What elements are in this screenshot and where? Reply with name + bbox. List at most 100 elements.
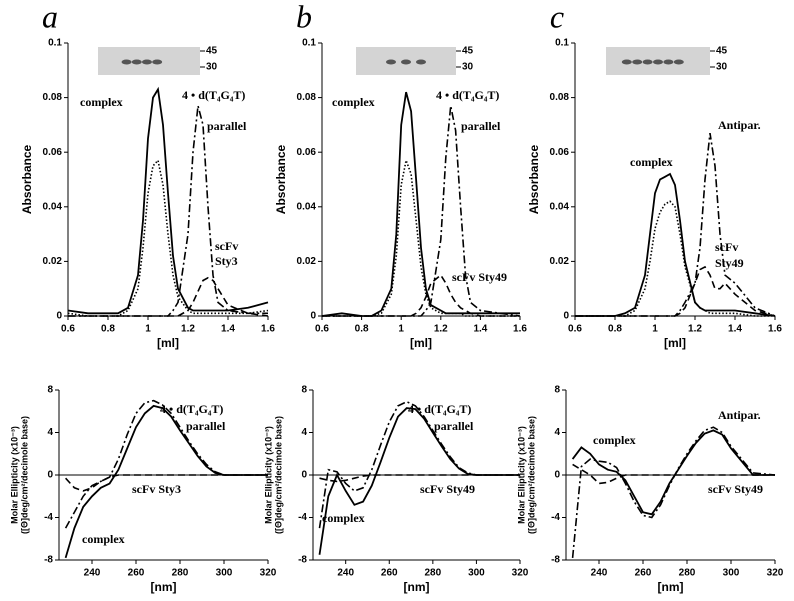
data-line xyxy=(68,105,268,317)
y-axis-label: Absorbance xyxy=(527,145,541,215)
y-tick-label: 0 xyxy=(47,470,53,481)
data-line xyxy=(575,132,776,317)
y-tick-label: 0.08 xyxy=(550,92,570,103)
annotation: scFv Sty3 xyxy=(132,482,181,496)
annotation: scFv Sty49 xyxy=(452,270,507,284)
y-tick-label: -4 xyxy=(298,512,307,523)
y-tick-label: 0.04 xyxy=(297,201,317,212)
data-line xyxy=(322,157,520,317)
x-axis-label: [ml] xyxy=(664,336,686,350)
annotation: complex xyxy=(630,155,673,169)
data-line xyxy=(318,407,520,555)
gel-marker: 45 xyxy=(462,46,474,57)
x-tick-label: 1.4 xyxy=(221,324,235,335)
y-tick-label: 0 xyxy=(563,311,569,322)
y-tick-label: 8 xyxy=(554,385,560,396)
x-tick-label: 280 xyxy=(424,568,441,579)
gel-band xyxy=(653,59,663,65)
x-tick-label: 240 xyxy=(337,568,354,579)
y-tick-label: 4 xyxy=(47,427,53,438)
gel-marker: 30 xyxy=(716,62,728,73)
x-tick-label: 240 xyxy=(591,568,608,579)
y-tick-label: 0.08 xyxy=(43,92,63,103)
y-tick-label: -4 xyxy=(44,512,53,523)
data-line xyxy=(318,400,520,529)
data-line xyxy=(67,86,269,315)
y-tick-label: 0.04 xyxy=(550,201,570,212)
annotation: Sty3 xyxy=(215,254,238,268)
x-tick-label: 0.6 xyxy=(61,324,75,335)
y-tick-label: 0.1 xyxy=(302,38,316,49)
gel-band xyxy=(152,59,163,65)
annotation: parallel xyxy=(207,119,247,133)
x-tick-label: 260 xyxy=(381,568,398,579)
gel-band xyxy=(642,59,653,65)
y-tick-label: 0.08 xyxy=(297,92,317,103)
x-tick-label: 1 xyxy=(652,324,658,335)
annotation: 4 • d(T₄G₄T) xyxy=(436,88,499,102)
gel-marker: 45 xyxy=(206,46,218,57)
y-tick-label: -8 xyxy=(298,555,307,566)
gel-band xyxy=(141,59,152,65)
annotation: 4 • d(T₄G₄T) xyxy=(160,402,223,416)
x-tick-label: 280 xyxy=(172,568,189,579)
y-tick-label: 0 xyxy=(56,311,62,322)
y-tick-label: 0.06 xyxy=(297,147,317,158)
y-tick-label: 0.02 xyxy=(550,256,570,267)
data-line xyxy=(64,404,268,559)
x-tick-label: 1.4 xyxy=(473,324,487,335)
x-tick-label: 0.6 xyxy=(568,324,582,335)
y-tick-label: 0.04 xyxy=(43,201,63,212)
y-tick-label: 0.1 xyxy=(555,38,569,49)
y-tick-label: -4 xyxy=(551,512,560,523)
panel-label: c xyxy=(550,0,564,34)
gel-band xyxy=(673,59,684,65)
gel-band xyxy=(401,59,411,65)
data-line xyxy=(575,265,776,317)
y-tick-label: 4 xyxy=(301,427,307,438)
y-axis-label: Absorbance xyxy=(20,145,34,215)
data-line xyxy=(571,426,776,558)
x-tick-label: 240 xyxy=(84,568,101,579)
y-axis-label: Absorbance xyxy=(274,145,288,215)
x-tick-label: 1.4 xyxy=(728,324,742,335)
x-tick-label: 260 xyxy=(128,568,145,579)
x-tick-label: 260 xyxy=(635,568,652,579)
y-tick-label: 8 xyxy=(301,385,307,396)
x-axis-label: [ml] xyxy=(410,336,432,350)
x-tick-label: 1.6 xyxy=(261,324,275,335)
y-tick-label: 0.06 xyxy=(550,147,570,158)
data-line xyxy=(572,463,775,485)
x-tick-label: 0.8 xyxy=(355,324,369,335)
y-tick-label: 0 xyxy=(554,470,560,481)
x-tick-label: 1.6 xyxy=(768,324,782,335)
data-line xyxy=(322,273,520,317)
data-line xyxy=(322,105,521,317)
x-tick-label: 1.2 xyxy=(688,324,702,335)
gel-band xyxy=(131,59,142,65)
y-tick-label: 4 xyxy=(554,427,560,438)
data-line xyxy=(65,474,268,492)
annotation: complex xyxy=(80,95,123,109)
x-axis-label: [nm] xyxy=(404,580,430,594)
gel-band xyxy=(663,59,674,65)
y-tick-label: 0 xyxy=(310,311,316,322)
gel-marker: 30 xyxy=(462,62,474,73)
gel-band xyxy=(386,59,396,65)
x-tick-label: 320 xyxy=(512,568,529,579)
y-tick-label: 0.06 xyxy=(43,147,63,158)
y-axis-label: ([Θ]deg/cm²/decimole base) xyxy=(273,416,283,534)
panel-label: a xyxy=(42,0,58,34)
annotation: parallel xyxy=(461,119,501,133)
y-tick-label: 0.02 xyxy=(297,256,317,267)
x-tick-label: 300 xyxy=(723,568,740,579)
x-tick-label: 300 xyxy=(468,568,485,579)
x-tick-label: 1 xyxy=(398,324,404,335)
annotation: scFv xyxy=(215,239,238,253)
annotation: scFv Sty49 xyxy=(420,482,475,496)
x-tick-label: 1.6 xyxy=(513,324,527,335)
data-line xyxy=(321,91,520,317)
y-tick-label: 0.1 xyxy=(48,38,62,49)
x-tick-label: 1.2 xyxy=(434,324,448,335)
annotation: complex xyxy=(332,95,375,109)
